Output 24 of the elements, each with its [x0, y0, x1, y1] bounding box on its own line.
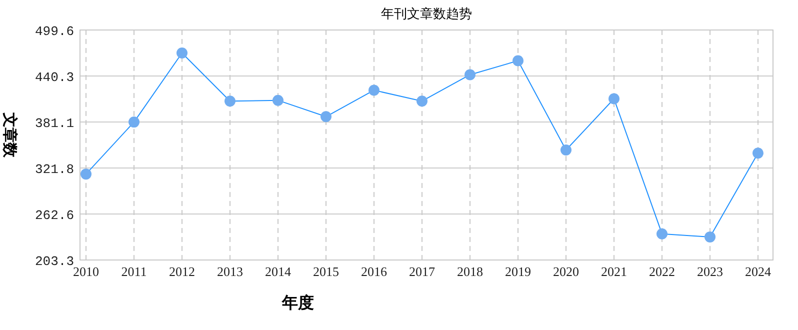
x-tick-label: 2015: [313, 264, 339, 279]
x-tick-label: 2011: [121, 264, 147, 279]
x-tick-label: 2020: [553, 264, 579, 279]
x-tick-label: 2023: [697, 264, 723, 279]
x-tick-label: 2019: [505, 264, 531, 279]
x-tick-label: 2014: [265, 264, 292, 279]
y-tick-label: 203.3: [34, 254, 74, 269]
x-tick-label: 2013: [217, 264, 243, 279]
x-tick-label: 2022: [649, 264, 675, 279]
y-tick-label: 262.6: [34, 208, 74, 223]
y-tick-label: 381.1: [34, 116, 74, 131]
x-tick-label: 2012: [169, 264, 195, 279]
x-tick-label: 2021: [601, 264, 627, 279]
y-axis-title: 文章数: [1, 112, 19, 158]
chart-title: 年刊文章数趋势: [381, 6, 472, 21]
x-tick-label: 2016: [361, 264, 388, 279]
x-tick-label: 2018: [457, 264, 483, 279]
y-tick-label: 321.8: [34, 162, 74, 178]
x-axis-title: 年度: [281, 293, 314, 312]
y-tick-label: 499.6: [34, 24, 74, 39]
x-tick-label: 2017: [409, 264, 436, 279]
x-tick-label: 2010: [73, 264, 99, 279]
y-tick-label: 440.3: [34, 70, 74, 86]
x-tick-label: 2024: [745, 264, 772, 279]
